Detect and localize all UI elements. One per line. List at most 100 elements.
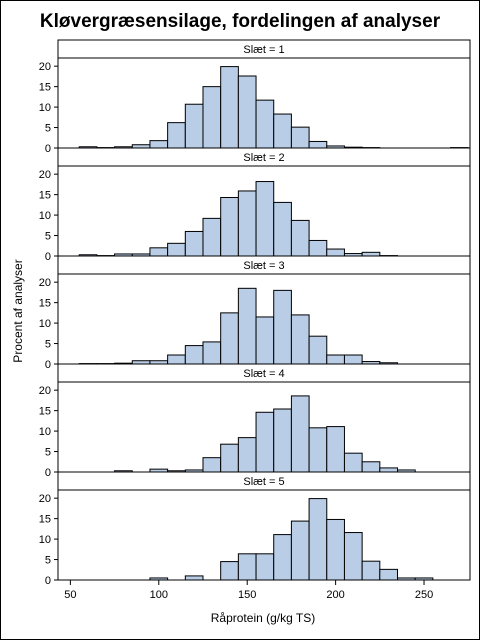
histogram-bar (184, 575, 204, 581)
histogram-bar (237, 553, 257, 581)
y-tick-label: 0 (45, 251, 51, 263)
histogram-bar (379, 568, 399, 581)
histogram-bar (184, 230, 204, 257)
y-tick-label: 15 (39, 514, 51, 526)
histogram-bar (308, 498, 328, 581)
histogram-bar (237, 75, 257, 149)
histogram-bar (273, 289, 292, 365)
y-tick-label: 20 (39, 169, 51, 181)
y-tick-label: 10 (39, 318, 51, 330)
histogram-bar (220, 561, 239, 581)
histogram-bar (290, 520, 310, 581)
histogram-bar (361, 461, 381, 473)
histogram-bar (184, 103, 204, 149)
x-tick-label: 100 (150, 589, 168, 601)
histogram-bar (255, 553, 275, 581)
histogram-bar (414, 577, 434, 581)
y-tick-label: 5 (45, 123, 51, 135)
chart-title: Kløvergræsensilage, fordelingen af analy… (40, 11, 441, 32)
histogram-bar (237, 287, 257, 365)
histogram-bar (290, 314, 310, 365)
y-tick-label: 10 (39, 534, 51, 546)
histogram-bar (326, 518, 345, 581)
histogram-bar (167, 354, 186, 365)
histogram-bar (255, 99, 275, 149)
histogram-bar (273, 534, 292, 581)
y-tick-label: 5 (45, 555, 51, 567)
y-axis-label: Procent af analyser (11, 259, 25, 362)
histogram-bar (326, 426, 345, 473)
histogram-bar (343, 354, 363, 365)
y-tick-label: 20 (39, 277, 51, 289)
panel-4: Slæt = 4 0 5 10 15 20 (39, 363, 471, 479)
histogram-bar (255, 411, 275, 473)
histogram-bar (202, 86, 222, 149)
histogram-bar (255, 181, 275, 257)
histogram-bar (326, 354, 345, 365)
histogram-bar (220, 66, 239, 149)
histogram-bar (273, 201, 292, 257)
x-tick-label: 150 (238, 589, 256, 601)
y-tick-label: 20 (39, 61, 51, 73)
histogram-bar (237, 437, 257, 473)
histogram-bar (379, 467, 399, 473)
panel-strip-label: Slæt = 5 (243, 476, 284, 488)
x-tick-label: 200 (326, 589, 344, 601)
y-tick-label: 10 (39, 426, 51, 438)
y-tick-label: 0 (45, 143, 51, 155)
histogram-bar (255, 316, 275, 365)
panel-strip-label: Slæt = 4 (243, 368, 284, 380)
histogram-bar (237, 190, 257, 257)
histogram-bar (167, 242, 186, 257)
histogram-bar (149, 577, 169, 581)
histogram-bar (220, 197, 239, 257)
y-tick-label: 20 (39, 493, 51, 505)
y-tick-label: 15 (39, 298, 51, 310)
histogram-bar (308, 239, 328, 257)
histogram-bar (326, 248, 345, 257)
histogram-bar (149, 247, 169, 257)
histogram-bar (361, 251, 381, 257)
histogram-bar (308, 140, 328, 149)
histogram-bar (167, 122, 186, 149)
histogram-bar (202, 341, 222, 365)
y-tick-label: 15 (39, 82, 51, 94)
histogram-bar (202, 457, 222, 473)
x-axis-label: Råprotein (g/kg TS) (211, 611, 316, 625)
panel-strip-label: Slæt = 1 (243, 44, 284, 56)
histogram-bar (220, 312, 239, 365)
histogram-bar (273, 113, 292, 149)
histogram-bar (290, 395, 310, 473)
y-tick-label: 5 (45, 339, 51, 351)
histogram-bar (290, 219, 310, 257)
x-tick-label: 250 (415, 589, 433, 601)
y-tick-label: 20 (39, 385, 51, 397)
histogram-bar (273, 408, 292, 473)
panel-strip-label: Slæt = 2 (243, 152, 284, 164)
histogram-bar (184, 345, 204, 365)
histogram-bar (343, 452, 363, 473)
y-tick-label: 10 (39, 102, 51, 114)
panel-5: Slæt = 5 0 5 10 15 20 (39, 471, 471, 587)
histogram-bar (343, 532, 363, 581)
y-tick-label: 5 (45, 447, 51, 459)
panel-1: Slæt = 1 0 5 10 15 20 (39, 39, 471, 155)
y-tick-label: 10 (39, 210, 51, 222)
x-axis: 50 100 150 200 250 (64, 580, 433, 601)
y-tick-label: 15 (39, 406, 51, 418)
y-tick-label: 5 (45, 231, 51, 243)
panel-strip-label: Slæt = 3 (243, 260, 284, 272)
histogram-bar (220, 443, 239, 473)
histogram-bar (202, 217, 222, 257)
histogram-bar (149, 140, 169, 149)
panel-3: Slæt = 3 0 5 10 15 20 (39, 255, 471, 371)
y-tick-label: 0 (45, 575, 51, 587)
histogram-bar (290, 126, 310, 149)
y-tick-label: 15 (39, 190, 51, 202)
histogram-bar (397, 577, 416, 581)
y-tick-label: 0 (45, 359, 51, 371)
x-tick-label: 50 (64, 589, 76, 601)
